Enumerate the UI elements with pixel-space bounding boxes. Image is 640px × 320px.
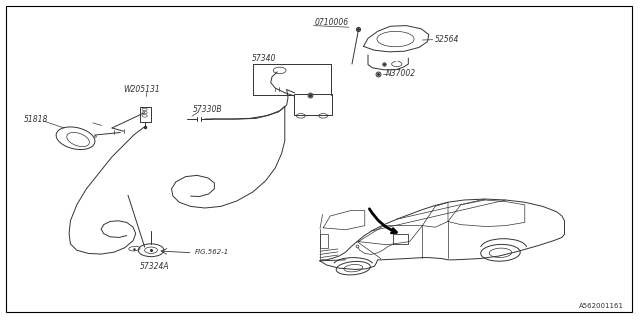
FancyBboxPatch shape [393, 234, 408, 244]
Bar [140, 107, 151, 122]
Text: 57330B: 57330B [193, 105, 223, 114]
Text: N37002: N37002 [386, 69, 416, 78]
Bar [294, 94, 332, 115]
Text: 57324A: 57324A [140, 262, 169, 271]
Text: FIG.562-1: FIG.562-1 [195, 249, 229, 255]
Text: 0710006: 0710006 [315, 18, 349, 27]
Text: 57340: 57340 [252, 54, 276, 63]
Bar [320, 234, 328, 248]
Text: 52564: 52564 [435, 35, 460, 44]
Text: 51818: 51818 [24, 115, 49, 124]
Text: A562001161: A562001161 [579, 303, 624, 309]
Text: W205131: W205131 [124, 85, 160, 94]
